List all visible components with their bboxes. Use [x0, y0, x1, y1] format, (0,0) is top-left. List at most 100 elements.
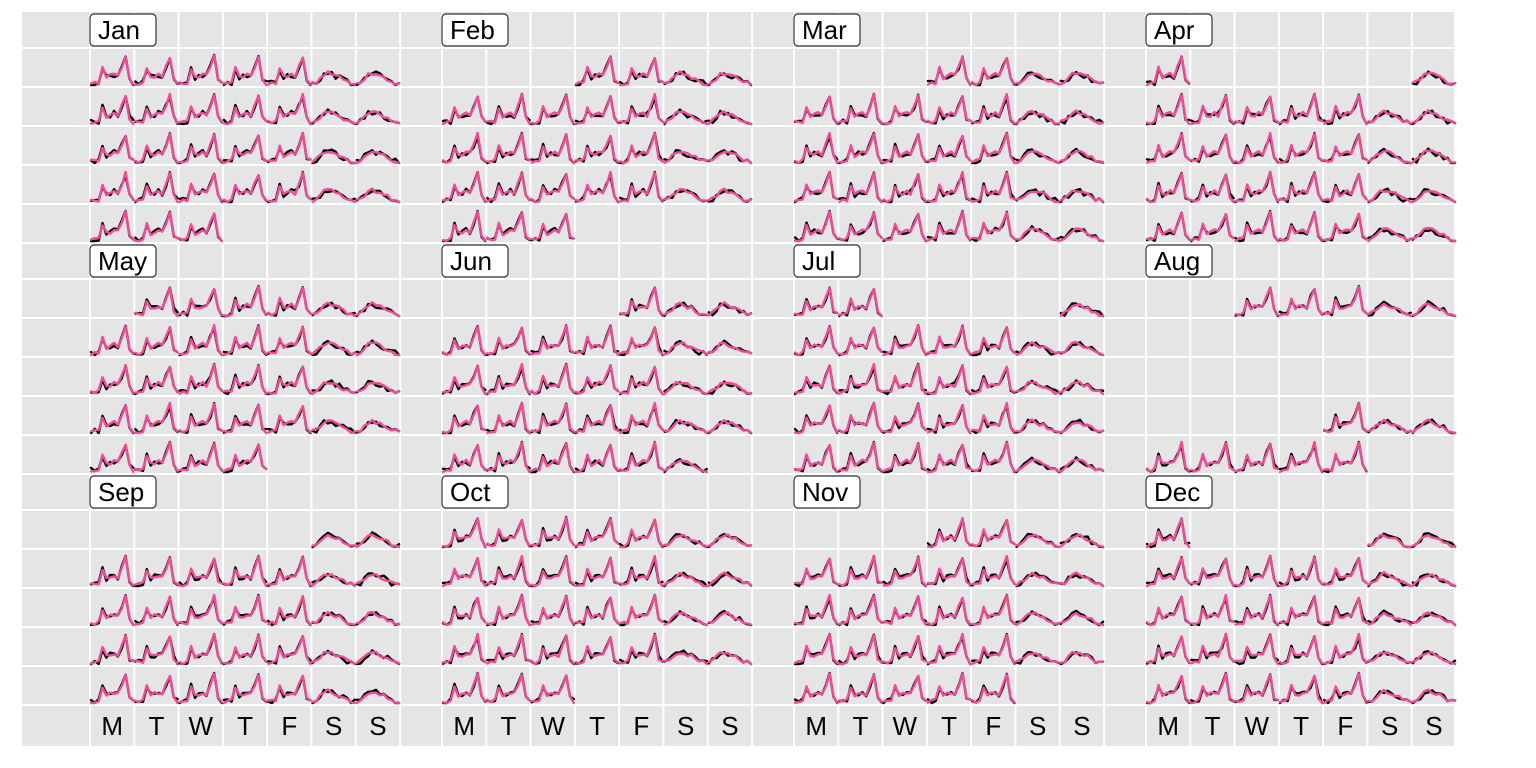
day-line-fitted — [267, 556, 312, 587]
day-line-fitted — [441, 325, 487, 356]
day-line-fitted — [267, 595, 312, 626]
month-label-jul: Jul — [793, 244, 861, 278]
day-line-fitted — [311, 688, 356, 705]
day-line-fitted — [1190, 94, 1235, 125]
day-line-fitted — [1278, 132, 1324, 164]
day-line-fitted — [707, 341, 753, 355]
day-line-fitted — [1145, 635, 1191, 664]
day-line-fitted — [926, 210, 972, 242]
day-line-fitted — [486, 673, 531, 704]
month-label-jun: Jun — [441, 244, 509, 278]
day-line-fitted — [663, 381, 708, 396]
day-line-fitted — [1411, 418, 1457, 435]
day-line-fitted — [355, 418, 401, 433]
day-line-fitted — [1278, 595, 1324, 625]
month-label-text: Apr — [1154, 15, 1195, 45]
month-label-may: May — [89, 244, 157, 278]
weekday-tick-label: T — [941, 711, 957, 741]
day-line-fitted — [134, 286, 179, 318]
day-line-fitted — [1145, 440, 1191, 474]
day-line-fitted — [882, 363, 928, 396]
day-line-fitted — [793, 325, 839, 357]
day-line-fitted — [971, 56, 1016, 87]
month-label-text: Nov — [802, 477, 848, 507]
day-line-fitted — [89, 210, 135, 241]
day-line-fitted — [1411, 302, 1457, 318]
month-label-oct: Oct — [441, 475, 509, 509]
month-label-aug: Aug — [1145, 244, 1213, 278]
month-label-text: Oct — [450, 477, 491, 507]
day-line-fitted — [1059, 227, 1105, 243]
weekday-tick-label: W — [892, 711, 917, 741]
day-line-fitted — [1367, 651, 1412, 664]
day-line-fitted — [1278, 211, 1324, 242]
day-line-fitted — [619, 594, 664, 625]
day-line-fitted — [1015, 150, 1060, 165]
day-line-fitted — [707, 418, 753, 434]
weekday-tick-label: S — [1381, 711, 1398, 741]
day-line-fitted — [178, 212, 224, 242]
day-line-fitted — [1411, 109, 1457, 124]
day-line-fitted — [1411, 611, 1457, 627]
weekday-tick-label: T — [1293, 711, 1309, 741]
day-line-fitted — [926, 596, 972, 627]
month-series-jun — [441, 286, 753, 474]
day-line-fitted — [222, 634, 268, 665]
day-line-fitted — [663, 419, 708, 435]
day-line-fitted — [1059, 611, 1105, 627]
day-line-fitted — [793, 633, 839, 665]
day-line-fitted — [1323, 632, 1368, 665]
day-line-fitted — [222, 364, 268, 395]
day-line-fitted — [619, 401, 664, 435]
day-line-fitted — [222, 324, 268, 357]
day-line-fitted — [793, 171, 839, 202]
weekday-tick-label: S — [369, 711, 386, 741]
day-line-fitted — [707, 187, 753, 202]
day-line-fitted — [707, 533, 753, 548]
month-label-text: Sep — [98, 477, 144, 507]
day-line-fitted — [1367, 149, 1412, 165]
day-line-fitted — [89, 55, 135, 86]
day-line-fitted — [311, 341, 356, 356]
day-line-fitted — [1411, 534, 1457, 549]
day-line-fitted — [707, 611, 753, 626]
weekday-tick-label: W — [188, 711, 213, 741]
day-line-fitted — [882, 94, 928, 126]
day-line-fitted — [882, 324, 928, 357]
day-line-fitted — [134, 56, 179, 86]
day-line-fitted — [355, 533, 401, 549]
day-line-fitted — [574, 443, 620, 473]
day-line-fitted — [441, 131, 487, 164]
day-line-fitted — [619, 365, 664, 396]
day-line-fitted — [530, 324, 576, 356]
day-line-fitted — [971, 554, 1016, 586]
day-line-fitted — [89, 634, 135, 665]
day-line-fitted — [441, 444, 487, 474]
day-line-fitted — [530, 516, 576, 547]
month-label-mar: Mar — [793, 13, 861, 47]
day-line-observed — [1015, 341, 1060, 356]
day-line-fitted — [1190, 557, 1235, 588]
day-line-fitted — [926, 325, 972, 355]
day-line-fitted — [1059, 458, 1105, 474]
day-line-fitted — [134, 326, 179, 357]
day-line-fitted — [619, 286, 664, 316]
day-line-fitted — [134, 132, 179, 164]
day-line-fitted — [530, 212, 576, 241]
day-line-fitted — [267, 132, 312, 162]
day-line-fitted — [707, 571, 753, 587]
day-line-fitted — [663, 611, 708, 627]
day-line-fitted — [1278, 556, 1324, 588]
day-line-fitted — [1323, 596, 1368, 625]
day-line-fitted — [355, 150, 401, 165]
day-line-fitted — [882, 556, 928, 587]
day-line-fitted — [1059, 380, 1105, 396]
day-line-fitted — [267, 286, 312, 317]
day-line-fitted — [1278, 172, 1324, 202]
day-line-fitted — [89, 673, 135, 705]
day-line-fitted — [530, 94, 576, 125]
day-line-fitted — [1278, 674, 1324, 704]
day-line-fitted — [178, 633, 224, 666]
day-line-fitted — [1190, 441, 1235, 473]
day-line-fitted — [1145, 675, 1191, 705]
